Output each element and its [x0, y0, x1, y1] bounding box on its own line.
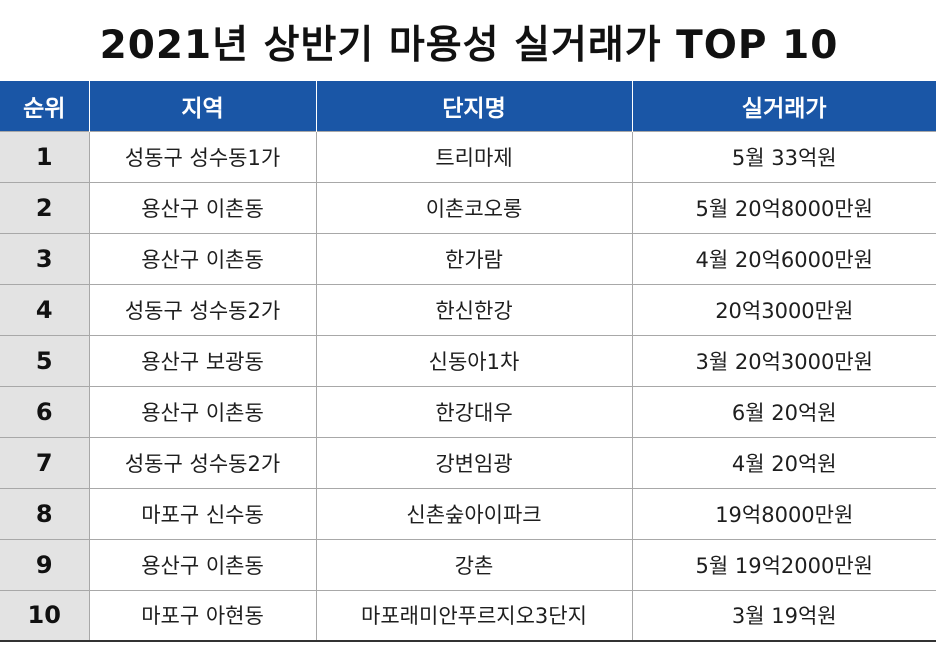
table-row: 6 용산구 이촌동 한강대우 6월 20억원 — [0, 385, 936, 438]
rank-cell: 1 — [0, 130, 90, 183]
price-cell: 5월 33억원 — [631, 130, 936, 183]
complex-cell: 신촌숲아이파크 — [315, 487, 633, 540]
table-row: 3 용산구 이촌동 한가람 4월 20억6000만원 — [0, 232, 936, 285]
table-row: 10 마포구 아현동 마포래미안푸르지오3단지 3월 19억원 — [0, 589, 936, 642]
region-cell: 용산구 이촌동 — [88, 232, 317, 285]
price-cell: 5월 19억2000만원 — [631, 538, 936, 591]
ranking-table: 순위 지역 단지명 실거래가 1 성동구 성수동1가 트리마제 5월 33억원 … — [0, 81, 936, 642]
price-cell: 3월 19억원 — [631, 589, 936, 642]
table-row: 1 성동구 성수동1가 트리마제 5월 33억원 — [0, 130, 936, 183]
region-cell: 마포구 아현동 — [88, 589, 317, 642]
rank-cell: 10 — [0, 589, 90, 642]
table-row: 8 마포구 신수동 신촌숲아이파크 19억8000만원 — [0, 487, 936, 540]
rank-cell: 7 — [0, 436, 90, 489]
header-row: 순위 지역 단지명 실거래가 — [0, 81, 936, 131]
table-row: 7 성동구 성수동2가 강변임광 4월 20억원 — [0, 436, 936, 489]
complex-cell: 신동아1차 — [315, 334, 633, 387]
page-title: 2021년 상반기 마용성 실거래가 TOP 10 — [99, 23, 839, 68]
price-cell: 4월 20억원 — [631, 436, 936, 489]
rank-cell: 6 — [0, 385, 90, 438]
table-body: 1 성동구 성수동1가 트리마제 5월 33억원 2 용산구 이촌동 이촌코오롱… — [0, 130, 936, 642]
complex-cell: 한가람 — [315, 232, 633, 285]
region-cell: 용산구 이촌동 — [88, 181, 317, 234]
price-cell: 3월 20억3000만원 — [631, 334, 936, 387]
rank-cell: 9 — [0, 538, 90, 591]
region-cell: 마포구 신수동 — [88, 487, 317, 540]
table-header: 순위 지역 단지명 실거래가 — [0, 81, 936, 131]
complex-cell: 트리마제 — [315, 130, 633, 183]
price-cell: 20억3000만원 — [631, 283, 936, 336]
rank-cell: 5 — [0, 334, 90, 387]
rank-cell: 8 — [0, 487, 90, 540]
complex-cell: 한신한강 — [315, 283, 633, 336]
table-row: 2 용산구 이촌동 이촌코오롱 5월 20억8000만원 — [0, 181, 936, 234]
price-cell: 19억8000만원 — [631, 487, 936, 540]
price-cell: 5월 20억8000만원 — [631, 181, 936, 234]
region-cell: 용산구 이촌동 — [88, 385, 317, 438]
rank-cell: 4 — [0, 283, 90, 336]
header-region: 지역 — [88, 81, 316, 131]
region-cell: 용산구 보광동 — [88, 334, 317, 387]
table-row: 9 용산구 이촌동 강촌 5월 19억2000만원 — [0, 538, 936, 591]
region-cell: 성동구 성수동1가 — [88, 130, 317, 183]
region-cell: 성동구 성수동2가 — [88, 283, 317, 336]
rank-cell: 2 — [0, 181, 90, 234]
header-complex: 단지명 — [315, 81, 632, 131]
region-cell: 용산구 이촌동 — [88, 538, 317, 591]
complex-cell: 강변임광 — [315, 436, 633, 489]
price-cell: 6월 20억원 — [631, 385, 936, 438]
table-row: 4 성동구 성수동2가 한신한강 20억3000만원 — [0, 283, 936, 336]
price-cell: 4월 20억6000만원 — [631, 232, 936, 285]
complex-cell: 이촌코오롱 — [315, 181, 633, 234]
table-row: 5 용산구 보광동 신동아1차 3월 20억3000만원 — [0, 334, 936, 387]
region-cell: 성동구 성수동2가 — [88, 436, 317, 489]
complex-cell: 강촌 — [315, 538, 633, 591]
header-rank: 순위 — [23, 95, 66, 122]
rank-cell: 3 — [0, 232, 90, 285]
complex-cell: 한강대우 — [315, 385, 633, 438]
header-price: 실거래가 — [631, 81, 936, 131]
complex-cell: 마포래미안푸르지오3단지 — [315, 589, 633, 642]
